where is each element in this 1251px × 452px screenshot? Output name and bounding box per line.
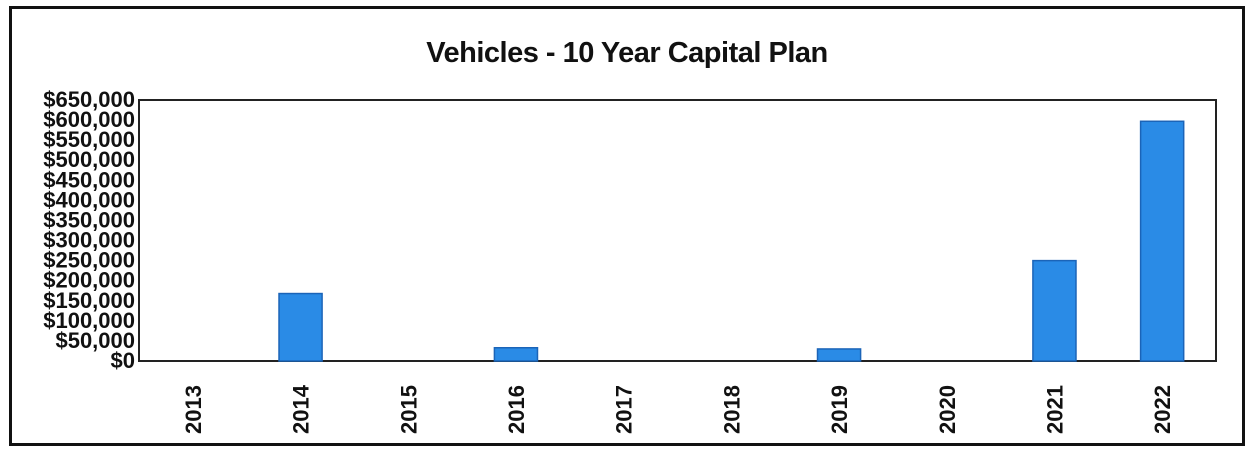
y-tick-label: $150,000 — [43, 288, 135, 313]
x-tick-label: 2013 — [181, 385, 206, 434]
y-tick-label: $650,000 — [43, 87, 135, 112]
y-axis-ticks: $0$50,000$100,000$150,000$200,000$250,00… — [43, 87, 135, 373]
x-tick-label: 2017 — [612, 385, 637, 434]
x-tick-label: 2015 — [396, 385, 421, 434]
x-tick-label: 2016 — [504, 385, 529, 434]
x-tick-label: 2019 — [827, 385, 852, 434]
chart-title: Vehicles - 10 Year Capital Plan — [426, 37, 828, 69]
bar-2022 — [1139, 120, 1185, 362]
x-tick-label: 2020 — [935, 385, 960, 434]
y-tick-label: $500,000 — [43, 147, 135, 172]
bar-2019 — [816, 348, 862, 362]
y-tick-label: $100,000 — [43, 308, 135, 333]
y-tick-label: $50,000 — [55, 328, 135, 353]
x-tick-label: 2022 — [1150, 385, 1175, 434]
bar-2021 — [1032, 259, 1077, 362]
y-tick-label: $300,000 — [43, 228, 135, 253]
y-tick-label: $200,000 — [43, 268, 135, 293]
x-axis-ticks: 2013 2014 2015 2016 2017 2018 2019 2020 2021 2022 — [181, 384, 1175, 434]
y-tick-label: $350,000 — [43, 207, 135, 232]
bars — [278, 120, 1185, 362]
y-tick-label: $450,000 — [43, 167, 135, 192]
y-tick-label: $600,000 — [43, 107, 135, 132]
y-tick-label: $0 — [111, 348, 135, 373]
x-tick-label: 2021 — [1042, 385, 1067, 434]
y-tick-label: $550,000 — [43, 127, 135, 152]
bar-2014 — [278, 292, 323, 362]
y-tick-label: $250,000 — [43, 248, 135, 273]
bar-2016 — [493, 346, 539, 362]
y-tick-label: $400,000 — [43, 187, 135, 212]
x-tick-label: 2014 — [289, 384, 314, 434]
x-tick-label: 2018 — [719, 385, 744, 434]
